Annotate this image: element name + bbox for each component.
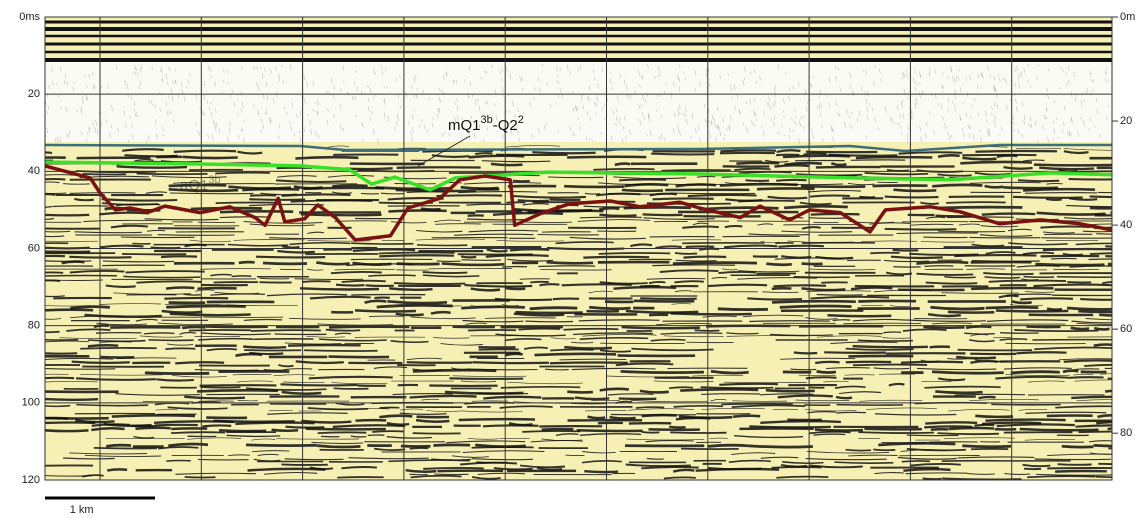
annotation-part: mQ1 — [448, 117, 481, 134]
y2-tick-label: 0m — [1120, 11, 1135, 23]
superscript: 3b — [208, 174, 220, 186]
y-tick-label: 20 — [28, 88, 40, 100]
y-tick-label: 100 — [22, 397, 40, 409]
annotation-part: -Q2 — [493, 117, 518, 134]
annotation-part: aQ1 — [180, 177, 208, 194]
seismic-figure: 0ms204060801001200m20406080mQ13b-Q22aQ13… — [0, 0, 1145, 518]
y-tick-label: 0ms — [19, 11, 40, 23]
y2-tick-label: 80 — [1120, 427, 1132, 439]
y2-tick-label: 60 — [1120, 323, 1132, 335]
water-column — [45, 62, 1112, 142]
y-tick-label: 60 — [28, 242, 40, 254]
superscript: 3b — [481, 114, 493, 126]
y2-tick-label: 40 — [1120, 219, 1132, 231]
y-tick-label: 40 — [28, 165, 40, 177]
scale-bar-label: 1 km — [70, 504, 94, 516]
superscript: 2 — [518, 114, 524, 126]
y-tick-label: 120 — [22, 474, 40, 486]
y2-tick-label: 20 — [1120, 115, 1132, 127]
y-tick-label: 80 — [28, 320, 40, 332]
